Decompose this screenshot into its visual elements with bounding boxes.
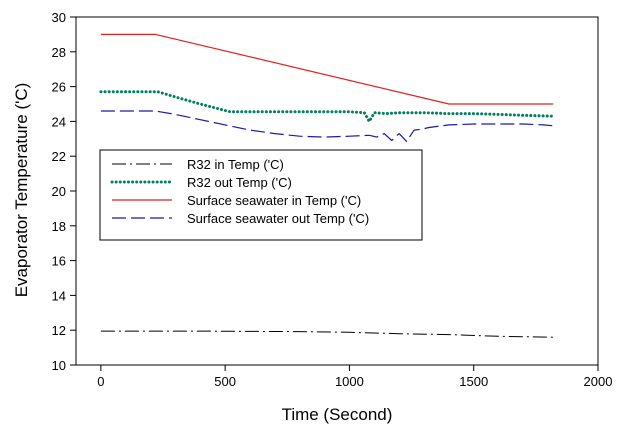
legend-label-3: Surface seawater in Temp ('C) [187,193,361,208]
legend: R32 in Temp ('C) R32 out Temp ('C) Surface… [99,149,423,241]
x-tick-label: 2000 [584,374,613,389]
x-tick-label: 1500 [459,374,488,389]
x-tick-label: 1000 [335,374,364,389]
legend-box [99,149,423,241]
ticks-layer: 0 500 1000 1500 2000 10 12 14 16 18 20 22 24 26 28 30 [52,10,613,389]
legend-label-1: R32 in Temp ('C) [187,157,284,172]
y-tick-label: 26 [52,80,66,95]
series-layer [99,33,555,338]
legend-label-4: Surface seawater out Temp ('C) [187,211,369,226]
y-tick-label: 16 [52,254,66,269]
y-tick-label: 20 [52,184,66,199]
legend-label-2: R32 out Temp ('C) [187,175,292,190]
y-tick-label: 18 [52,219,66,234]
series-line-4 [100,110,554,142]
y-tick-label: 12 [52,323,66,338]
x-tick-label: 500 [214,374,236,389]
series-line-3 [100,33,554,105]
y-tick-label: 24 [52,114,66,129]
y-tick-label: 30 [52,10,66,25]
y-tick-label: 10 [52,358,66,373]
y-tick-label: 22 [52,149,66,164]
y-tick-label: 28 [52,45,66,60]
x-tick-label: 0 [97,374,104,389]
y-axis-title: Evaporator Temperature ('C) [12,83,31,298]
series-line-1 [100,330,554,338]
series-line-2 [99,90,555,123]
x-axis-title: Time (Second) [282,405,393,424]
y-tick-label: 14 [52,288,66,303]
